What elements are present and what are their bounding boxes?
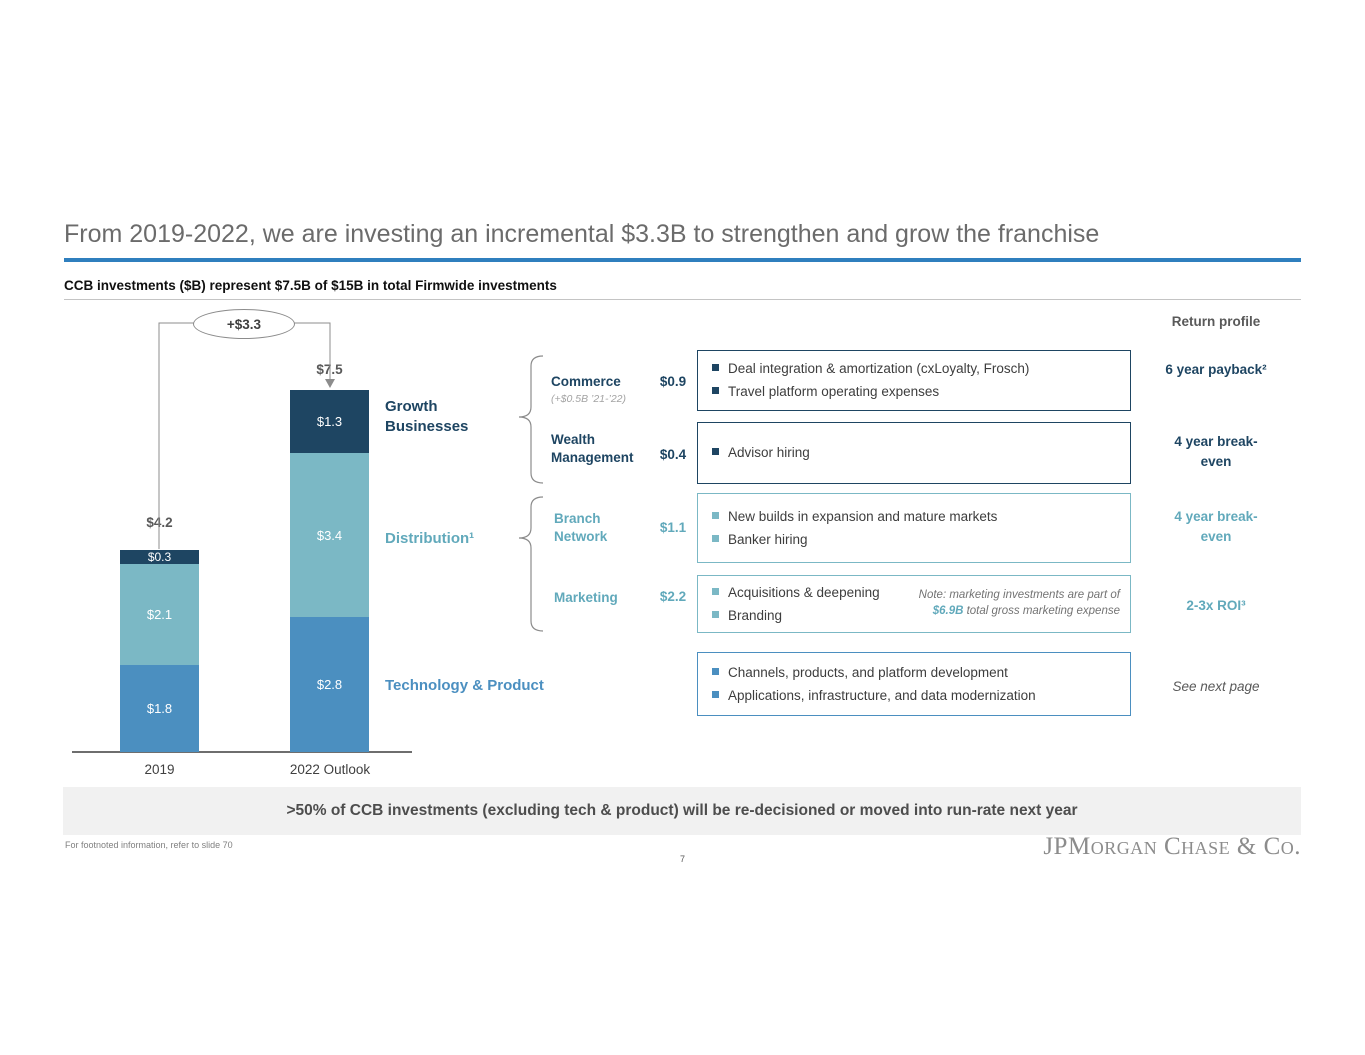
- note-text: Note: marketing investments are part of: [918, 589, 1120, 602]
- square-bullet-icon: [712, 448, 719, 456]
- square-bullet-icon: [712, 587, 719, 595]
- group-label-growth-businesses: Growth Businesses: [385, 398, 469, 436]
- bullet-item: Channels, products, and platform develop…: [712, 664, 1120, 682]
- group-label-technology-product: Technology & Product: [385, 677, 544, 694]
- bullet-item: Applications, infrastructure, and data m…: [712, 687, 1120, 705]
- square-bullet-icon: [712, 690, 719, 698]
- marketing-note: Note: marketing investments are part of …: [908, 588, 1120, 619]
- detail-box-wealth: Advisor hiring: [697, 422, 1131, 484]
- x-axis: [72, 751, 412, 753]
- category-subnote: (+$0.5B ’21-’22): [551, 393, 627, 406]
- segment-distribution-2022: $3.4: [290, 453, 369, 617]
- bullet-text: Channels, products, and platform develop…: [728, 664, 1008, 680]
- segment-label: $1.8: [146, 701, 173, 716]
- note-text: total gross marketing expense: [963, 605, 1120, 617]
- bullet-item: Acquisitions & deepening: [712, 584, 903, 602]
- bullet-item: Travel platform operating expenses: [712, 383, 1120, 401]
- segment-growth-2019: $0.3: [120, 550, 199, 564]
- chart-caption: CCB investments ($B) represent $7.5B of …: [64, 278, 557, 293]
- square-bullet-icon: [712, 364, 719, 372]
- bullet-item: New builds in expansion and mature marke…: [712, 508, 1120, 526]
- title-underline: [64, 258, 1301, 262]
- square-bullet-icon: [712, 511, 719, 519]
- bullet-text: Deal integration & amortization (cxLoyal…: [728, 361, 1030, 377]
- delta-label: +$3.3: [226, 316, 262, 332]
- bullet-item: Advisor hiring: [712, 444, 1120, 462]
- return-branch: 4 year break-even: [1174, 509, 1258, 545]
- page-number: 7: [679, 854, 685, 864]
- bullet-text: Applications, infrastructure, and data m…: [728, 687, 1036, 703]
- row-marketing-name: Marketing: [554, 590, 618, 605]
- bullet-column: Acquisitions & deepening Branding: [712, 584, 903, 624]
- jpmorgan-chase-logo: JPMorgan Chase & Co.: [1043, 833, 1301, 860]
- return-technology: See next page: [1172, 679, 1260, 694]
- segment-distribution-2019: $2.1: [120, 564, 199, 665]
- detail-box-technology: Channels, products, and platform develop…: [697, 652, 1131, 716]
- segment-tech-2019: $1.8: [120, 665, 199, 752]
- return-wealth: 4 year break-even: [1174, 434, 1258, 470]
- note-highlight: $6.9B: [932, 605, 964, 617]
- bullet-text: Acquisitions & deepening: [728, 584, 880, 600]
- bullet-text: New builds in expansion and mature marke…: [728, 508, 998, 524]
- bullet-item: Deal integration & amortization (cxLoyal…: [712, 360, 1120, 378]
- detail-box-branch: New builds in expansion and mature marke…: [697, 493, 1131, 563]
- x-label-2022-outlook: 2022 Outlook: [289, 762, 371, 777]
- bar-2022-outlook: $2.8 $3.4 $1.3: [290, 390, 369, 752]
- amount-marketing: $2.2: [659, 589, 687, 604]
- detail-box-marketing: Acquisitions & deepening Branding Note: …: [697, 575, 1131, 633]
- return-commerce: 6 year payback²: [1165, 362, 1267, 377]
- segment-label: $1.3: [316, 414, 343, 429]
- segment-label: $3.4: [316, 527, 343, 543]
- footnote: For footnoted information, refer to slid…: [65, 840, 233, 850]
- return-profile-header: Return profile: [1171, 314, 1261, 329]
- segment-tech-2022: $2.8: [290, 617, 369, 752]
- square-bullet-icon: [712, 534, 719, 542]
- row-wealth-name: Wealth Management: [551, 432, 634, 466]
- bullet-text: Travel platform operating expenses: [728, 384, 940, 399]
- amount-wealth: $0.4: [659, 447, 687, 462]
- amount-commerce: $0.9: [659, 374, 687, 389]
- bullet-text: Branding: [728, 607, 783, 623]
- row-commerce-name: Commerce (+$0.5B ’21-’22): [551, 373, 661, 405]
- group-label-distribution: Distribution¹: [385, 530, 475, 547]
- bullet-text: Banker hiring: [728, 531, 808, 547]
- segment-label: $2.8: [316, 677, 343, 692]
- category-name: Commerce: [551, 374, 621, 389]
- square-bullet-icon: [712, 610, 719, 618]
- segment-label: $2.1: [146, 607, 173, 622]
- page-title: From 2019-2022, we are investing an incr…: [64, 220, 1100, 248]
- caption-divider: [64, 299, 1301, 300]
- bullet-text: Advisor hiring: [728, 445, 810, 461]
- bullet-item: Branding: [712, 607, 903, 625]
- x-label-2019: 2019: [144, 762, 175, 777]
- amount-branch: $1.1: [659, 520, 687, 535]
- square-bullet-icon: [712, 387, 719, 394]
- bullet-item: Banker hiring: [712, 531, 1120, 549]
- return-marketing: 2-3x ROI³: [1186, 598, 1246, 613]
- takeaway-banner: >50% of CCB investments (excluding tech …: [63, 787, 1301, 835]
- delta-ellipse: +$3.3: [193, 309, 295, 339]
- segment-label: $0.3: [147, 550, 172, 564]
- row-branch-name: Branch Network: [554, 511, 608, 545]
- detail-box-commerce: Deal integration & amortization (cxLoyal…: [697, 350, 1131, 411]
- square-bullet-icon: [712, 667, 719, 675]
- segment-growth-2022: $1.3: [290, 390, 369, 453]
- bar-2019: $1.8 $2.1 $0.3: [120, 550, 199, 752]
